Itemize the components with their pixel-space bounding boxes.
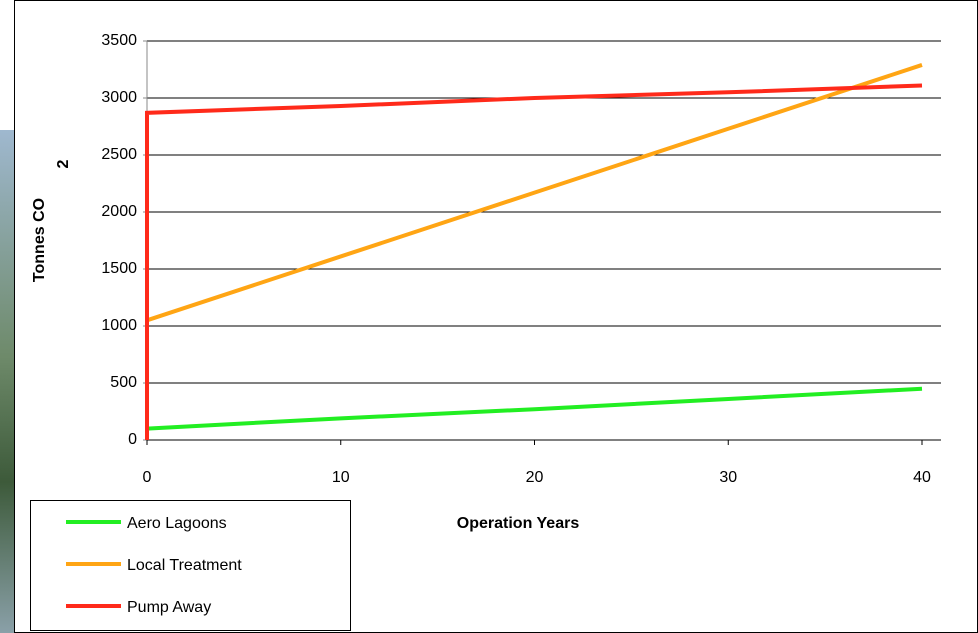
legend-label: Local Treatment	[127, 557, 242, 574]
x-tick-label: 0	[143, 469, 152, 486]
y-tick-label: 1500	[101, 260, 137, 277]
legend-label: Aero Lagoons	[127, 515, 227, 532]
y-tick-label: 3500	[101, 32, 137, 49]
line-series	[146, 63, 923, 323]
x-tick-label: 30	[719, 469, 737, 486]
y-tick-label: 2500	[101, 146, 137, 163]
x-axis-title: Operation Years	[457, 515, 580, 532]
x-tick-label: 20	[526, 469, 544, 486]
y-tick-label: 1000	[101, 317, 137, 334]
plot-area: 0 500 1000 1500 2000 2500 3000 3500 0 10 20 30 40	[101, 32, 941, 486]
y-axis-title-group: Tonnes CO 2	[31, 159, 72, 282]
legend-label: Pump Away	[127, 599, 211, 616]
y-axis-subscript: 2	[55, 159, 72, 168]
background-photo	[0, 130, 15, 633]
y-axis-title: Tonnes CO	[31, 198, 48, 282]
x-tick-label: 10	[332, 469, 350, 486]
y-tick-label: 3000	[101, 89, 137, 106]
y-tick-label: 0	[128, 431, 137, 448]
x-tick-label: 40	[913, 469, 931, 486]
y-tick-label: 500	[110, 374, 137, 391]
line-series	[145, 83, 923, 440]
line-series	[146, 386, 923, 431]
legend-items: Aero Lagoons Local Treatment Pump Away	[66, 515, 242, 616]
y-tick-label: 2000	[101, 203, 137, 220]
